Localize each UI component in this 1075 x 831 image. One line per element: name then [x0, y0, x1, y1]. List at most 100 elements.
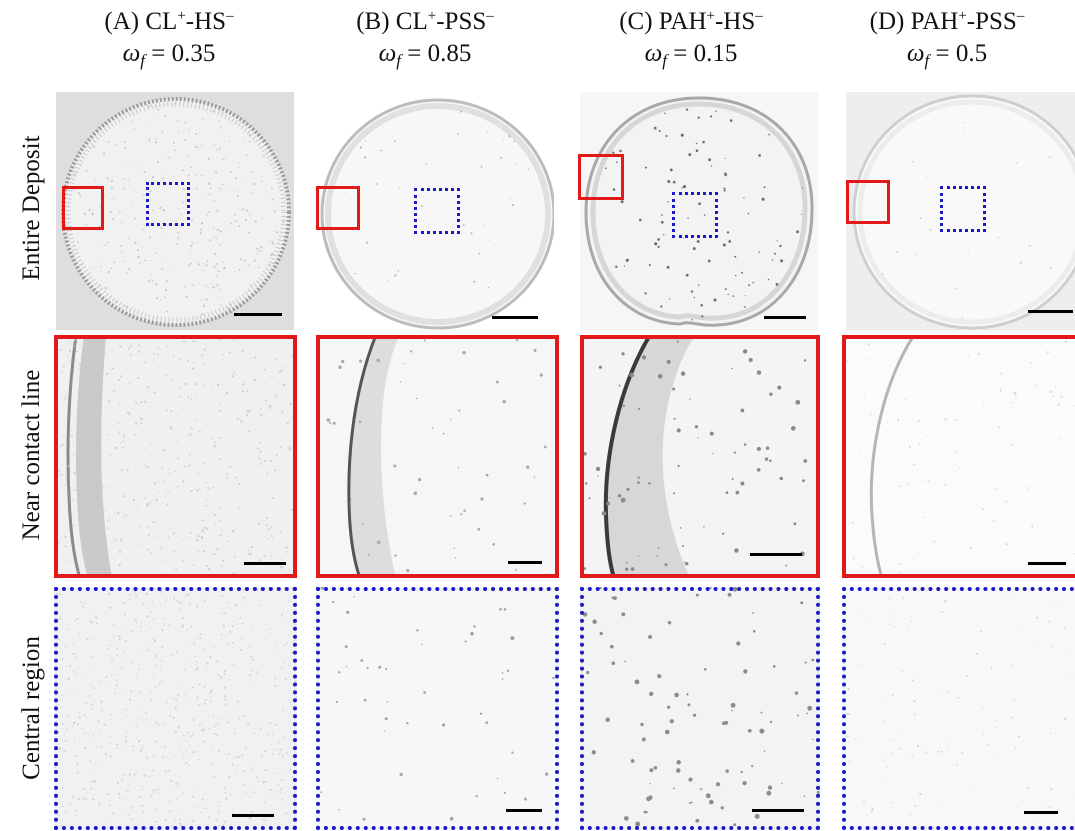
speckle [649, 783, 651, 785]
speckle [185, 536, 188, 538]
speckle [394, 554, 397, 557]
speckle [207, 590, 209, 593]
speckle [168, 647, 170, 649]
speckle [183, 465, 186, 468]
speckle [707, 259, 711, 263]
speckle [122, 439, 125, 441]
speckle [672, 787, 675, 790]
speckle [359, 359, 363, 363]
scale-bar-contact-b [508, 561, 542, 564]
speckle [399, 772, 403, 776]
speckle [224, 703, 227, 706]
speckle [141, 247, 143, 249]
speckle [112, 812, 114, 815]
speckle [1050, 390, 1053, 393]
speckle [96, 745, 98, 748]
speckle [515, 568, 518, 571]
speckle [736, 641, 741, 646]
speckle [185, 295, 188, 298]
speckle [190, 262, 192, 265]
speckle [162, 723, 164, 725]
speckle [84, 213, 87, 216]
speckle [201, 529, 204, 532]
speckle [999, 389, 1002, 392]
speckle [123, 797, 126, 800]
speckle [948, 746, 950, 748]
speckle [212, 110, 215, 112]
speckle [1010, 716, 1013, 719]
speckle [281, 405, 283, 407]
speckle [199, 232, 202, 234]
speckle [262, 781, 265, 784]
speckle [735, 490, 740, 495]
speckle [151, 769, 154, 772]
speckle [135, 621, 138, 623]
speckle [92, 375, 95, 378]
speckle [742, 349, 748, 354]
speckle [284, 366, 286, 368]
speckle [765, 446, 770, 450]
speckle [982, 508, 985, 511]
speckle [680, 371, 686, 376]
speckle [154, 686, 157, 688]
speckle [187, 740, 189, 742]
speckle [362, 817, 366, 821]
speckle [259, 250, 261, 253]
speckle [135, 725, 137, 727]
speckle [1010, 375, 1012, 377]
speckle [286, 642, 288, 644]
speckle [277, 783, 279, 786]
speckle [1050, 266, 1052, 269]
speckle [625, 562, 628, 564]
speckle [203, 702, 206, 705]
speckle [137, 718, 139, 720]
speckle [612, 151, 615, 154]
speckle [176, 120, 178, 122]
speckle [223, 786, 226, 789]
speckle [197, 744, 199, 746]
speckle [146, 615, 149, 618]
speckle [211, 762, 214, 765]
speckle [142, 811, 145, 814]
speckle [272, 262, 275, 265]
speckle [75, 825, 76, 826]
speckle [61, 435, 64, 438]
speckle [754, 813, 760, 819]
speckle [188, 174, 190, 177]
speckle [121, 808, 124, 810]
speckle [107, 241, 109, 243]
speckle [126, 368, 128, 370]
speckle [203, 247, 205, 249]
speckle [93, 779, 96, 782]
speckle [101, 485, 104, 489]
speckle [154, 605, 156, 607]
speckle [350, 498, 352, 501]
speckle [182, 520, 184, 522]
speckle [743, 669, 748, 674]
speckle [260, 474, 262, 476]
speckle [128, 237, 130, 239]
speckle [93, 141, 95, 143]
speckle [666, 705, 671, 709]
speckle [124, 436, 126, 438]
speckle [688, 802, 691, 804]
speckle [893, 626, 896, 628]
speckle [119, 800, 121, 802]
speckle [213, 733, 216, 735]
speckle [124, 640, 127, 643]
speckle [508, 135, 511, 138]
speckle [623, 265, 626, 267]
speckle [622, 404, 625, 408]
speckle [266, 733, 269, 736]
speckle [912, 160, 914, 163]
speckle [1017, 735, 1020, 738]
speckle [641, 355, 647, 360]
speckle [289, 768, 292, 771]
speckle [217, 269, 220, 272]
speckle [166, 280, 169, 283]
speckle [275, 231, 278, 234]
speckle [185, 661, 188, 663]
speckle [211, 696, 213, 698]
speckle [283, 736, 285, 738]
speckle [57, 469, 60, 472]
